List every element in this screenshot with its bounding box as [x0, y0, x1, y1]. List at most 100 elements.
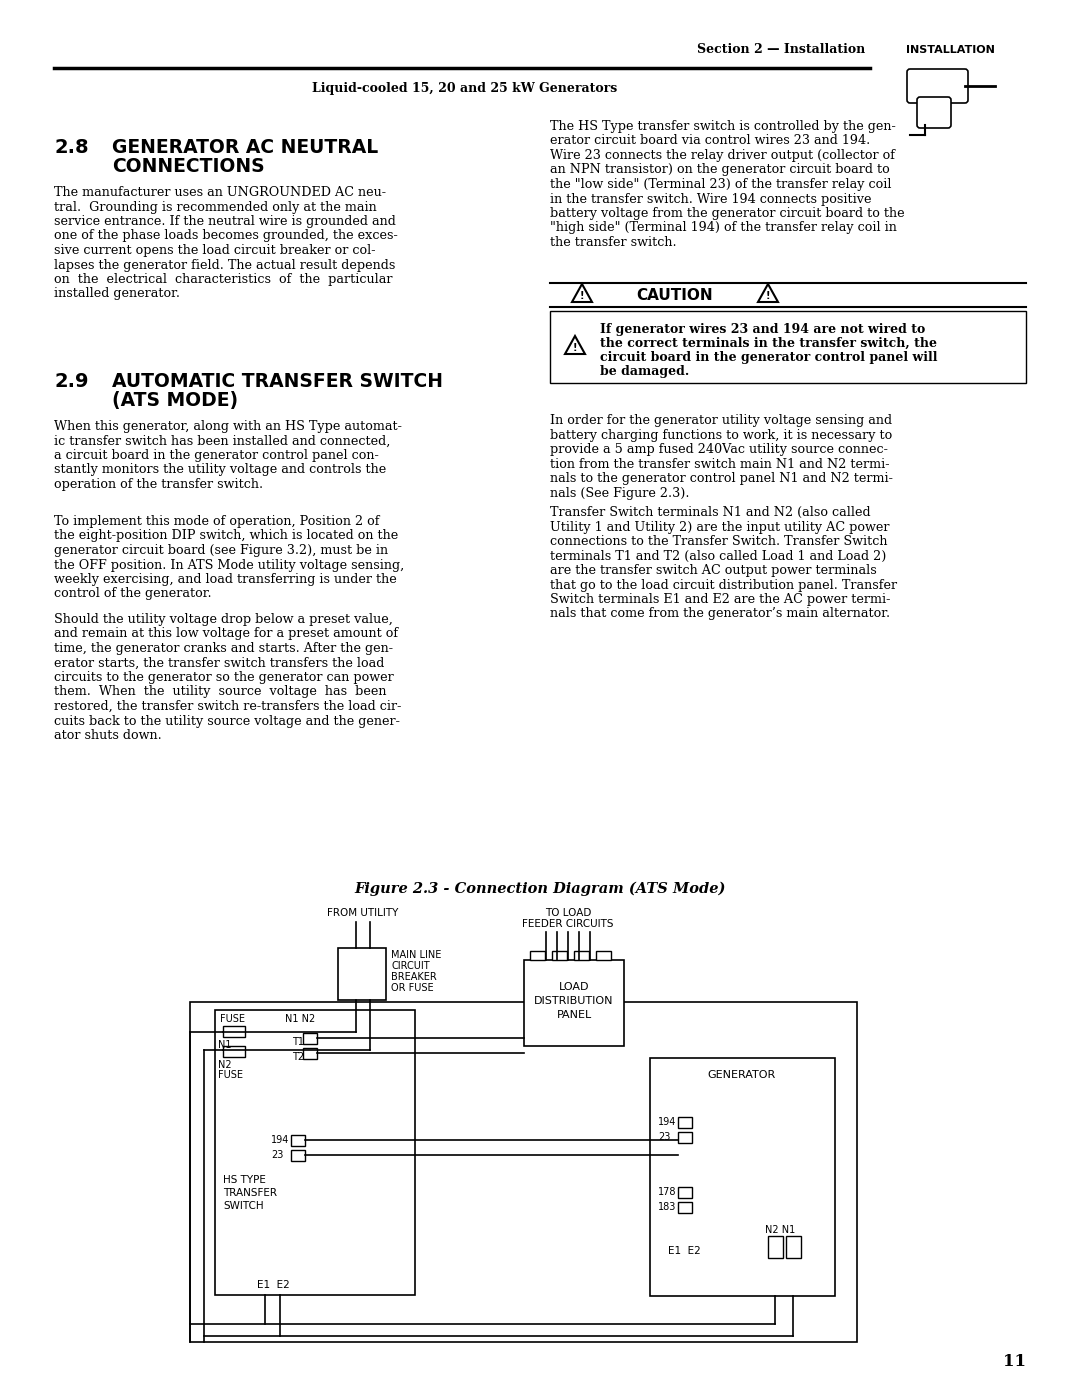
Text: generator circuit board (see Figure 3.2), must be in: generator circuit board (see Figure 3.2)…: [54, 543, 388, 557]
Text: and remain at this low voltage for a preset amount of: and remain at this low voltage for a pre…: [54, 627, 399, 640]
Text: Transfer Switch terminals N1 and N2 (also called: Transfer Switch terminals N1 and N2 (als…: [550, 506, 870, 520]
Text: tral.  Grounding is recommended only at the main: tral. Grounding is recommended only at t…: [54, 201, 377, 214]
Text: If generator wires 23 and 194 are not wired to: If generator wires 23 and 194 are not wi…: [600, 323, 926, 337]
Text: FUSE: FUSE: [218, 1070, 243, 1080]
Bar: [573, 951, 589, 960]
Bar: [596, 951, 611, 960]
Text: terminals T1 and T2 (also called Load 1 and Load 2): terminals T1 and T2 (also called Load 1 …: [550, 549, 887, 563]
Text: Should the utility voltage drop below a preset value,: Should the utility voltage drop below a …: [54, 613, 393, 626]
Text: a circuit board in the generator control panel con-: a circuit board in the generator control…: [54, 448, 379, 462]
Bar: [530, 951, 545, 960]
Text: sive current opens the load circuit breaker or col-: sive current opens the load circuit brea…: [54, 244, 376, 257]
Text: N1: N1: [218, 1039, 231, 1051]
Text: time, the generator cranks and starts. After the gen-: time, the generator cranks and starts. A…: [54, 643, 393, 655]
Text: weekly exercising, and load transferring is under the: weekly exercising, and load transferring…: [54, 573, 396, 585]
Text: nals (See Figure 2.3).: nals (See Figure 2.3).: [550, 486, 689, 500]
Text: To implement this mode of operation, Position 2 of: To implement this mode of operation, Pos…: [54, 515, 379, 528]
Text: the correct terminals in the transfer switch, the: the correct terminals in the transfer sw…: [600, 337, 937, 351]
Text: on  the  electrical  characteristics  of  the  particular: on the electrical characteristics of the…: [54, 272, 392, 286]
Text: connections to the Transfer Switch. Transfer Switch: connections to the Transfer Switch. Tran…: [550, 535, 888, 548]
Text: an NPN transistor) on the generator circuit board to: an NPN transistor) on the generator circ…: [550, 163, 890, 176]
Bar: [291, 1150, 305, 1161]
Text: them.  When  the  utility  source  voltage  has  been: them. When the utility source voltage ha…: [54, 686, 387, 698]
Bar: [222, 1025, 245, 1037]
Text: HS TYPE: HS TYPE: [222, 1175, 266, 1185]
Bar: [678, 1118, 692, 1127]
Text: stantly monitors the utility voltage and controls the: stantly monitors the utility voltage and…: [54, 464, 387, 476]
Text: GENERATOR: GENERATOR: [707, 1070, 777, 1080]
Text: operation of the transfer switch.: operation of the transfer switch.: [54, 478, 264, 490]
Text: 2.8: 2.8: [54, 138, 89, 156]
Bar: [524, 960, 624, 1046]
Text: DISTRIBUTION: DISTRIBUTION: [535, 996, 613, 1006]
Text: 23: 23: [658, 1132, 671, 1141]
Text: battery voltage from the generator circuit board to the: battery voltage from the generator circu…: [550, 207, 905, 219]
Text: LOAD: LOAD: [558, 982, 590, 992]
Text: E1  E2: E1 E2: [669, 1246, 701, 1256]
Text: FUSE: FUSE: [220, 1014, 245, 1024]
Text: CAUTION: CAUTION: [637, 288, 713, 303]
Text: TRANSFER: TRANSFER: [222, 1187, 276, 1199]
Bar: [291, 1134, 305, 1146]
Text: FROM UTILITY: FROM UTILITY: [327, 908, 399, 918]
Text: INSTALLATION: INSTALLATION: [905, 45, 995, 54]
Bar: [338, 949, 386, 1000]
Text: service entrance. If the neutral wire is grounded and: service entrance. If the neutral wire is…: [54, 215, 396, 228]
Bar: [678, 1201, 692, 1213]
Text: GENERATOR AC NEUTRAL: GENERATOR AC NEUTRAL: [112, 138, 378, 156]
Text: Utility 1 and Utility 2) are the input utility AC power: Utility 1 and Utility 2) are the input u…: [550, 521, 890, 534]
Text: nals to the generator control panel N1 and N2 termi-: nals to the generator control panel N1 a…: [550, 472, 893, 485]
Text: battery charging functions to work, it is necessary to: battery charging functions to work, it i…: [550, 429, 892, 441]
Text: TO LOAD: TO LOAD: [544, 908, 591, 918]
FancyBboxPatch shape: [917, 96, 951, 129]
Text: circuit board in the generator control panel will: circuit board in the generator control p…: [600, 351, 937, 365]
Text: one of the phase loads becomes grounded, the exces-: one of the phase loads becomes grounded,…: [54, 229, 397, 243]
Text: the transfer switch.: the transfer switch.: [550, 236, 677, 249]
Text: cuits back to the utility source voltage and the gener-: cuits back to the utility source voltage…: [54, 714, 400, 728]
Bar: [190, 1002, 858, 1343]
Bar: [222, 1046, 245, 1058]
Text: BREAKER: BREAKER: [391, 972, 436, 982]
Text: tion from the transfer switch main N1 and N2 termi-: tion from the transfer switch main N1 an…: [550, 457, 890, 471]
Text: 194: 194: [271, 1134, 289, 1146]
Text: circuits to the generator so the generator can power: circuits to the generator so the generat…: [54, 671, 394, 685]
Bar: [303, 1048, 318, 1059]
Text: are the transfer switch AC output power terminals: are the transfer switch AC output power …: [550, 564, 877, 577]
Bar: [303, 1032, 318, 1044]
Text: 183: 183: [658, 1201, 676, 1213]
Text: 194: 194: [658, 1118, 676, 1127]
Text: the OFF position. In ATS Mode utility voltage sensing,: the OFF position. In ATS Mode utility vo…: [54, 559, 404, 571]
Bar: [215, 1010, 415, 1295]
FancyBboxPatch shape: [907, 68, 968, 103]
Text: provide a 5 amp fused 240Vac utility source connec-: provide a 5 amp fused 240Vac utility sou…: [550, 443, 888, 455]
Text: PANEL: PANEL: [556, 1010, 592, 1020]
Text: FEEDER CIRCUITS: FEEDER CIRCUITS: [523, 919, 613, 929]
Text: CONNECTIONS: CONNECTIONS: [112, 156, 265, 176]
Text: Section 2 — Installation: Section 2 — Installation: [697, 43, 865, 56]
Text: "high side" (Terminal 194) of the transfer relay coil in: "high side" (Terminal 194) of the transf…: [550, 222, 896, 235]
Text: the "low side" (Terminal 23) of the transfer relay coil: the "low side" (Terminal 23) of the tran…: [550, 177, 891, 191]
Text: 178: 178: [658, 1187, 676, 1197]
Text: Switch terminals E1 and E2 are the AC power termi-: Switch terminals E1 and E2 are the AC po…: [550, 592, 890, 606]
Text: CIRCUIT: CIRCUIT: [391, 961, 430, 971]
Text: erator circuit board via control wires 23 and 194.: erator circuit board via control wires 2…: [550, 134, 870, 148]
Text: N2: N2: [218, 1060, 231, 1070]
Text: control of the generator.: control of the generator.: [54, 588, 212, 601]
Text: When this generator, along with an HS Type automat-: When this generator, along with an HS Ty…: [54, 420, 402, 433]
Text: N1 N2: N1 N2: [285, 1014, 315, 1024]
Bar: [552, 951, 567, 960]
Text: that go to the load circuit distribution panel. Transfer: that go to the load circuit distribution…: [550, 578, 897, 591]
Text: nals that come from the generator’s main alternator.: nals that come from the generator’s main…: [550, 608, 890, 620]
Text: 2.9: 2.9: [54, 372, 89, 391]
Text: ic transfer switch has been installed and connected,: ic transfer switch has been installed an…: [54, 434, 390, 447]
Text: OR FUSE: OR FUSE: [391, 983, 434, 993]
Bar: [550, 312, 1026, 383]
Text: be damaged.: be damaged.: [600, 365, 689, 379]
Text: Liquid-cooled 15, 20 and 25 kW Generators: Liquid-cooled 15, 20 and 25 kW Generator…: [312, 82, 618, 95]
Text: the eight-position DIP switch, which is located on the: the eight-position DIP switch, which is …: [54, 529, 399, 542]
Text: SWITCH: SWITCH: [222, 1201, 264, 1211]
Bar: [678, 1187, 692, 1199]
Text: The HS Type transfer switch is controlled by the gen-: The HS Type transfer switch is controlle…: [550, 120, 895, 133]
Text: restored, the transfer switch re-transfers the load cir-: restored, the transfer switch re-transfe…: [54, 700, 402, 712]
Text: erator starts, the transfer switch transfers the load: erator starts, the transfer switch trans…: [54, 657, 384, 669]
